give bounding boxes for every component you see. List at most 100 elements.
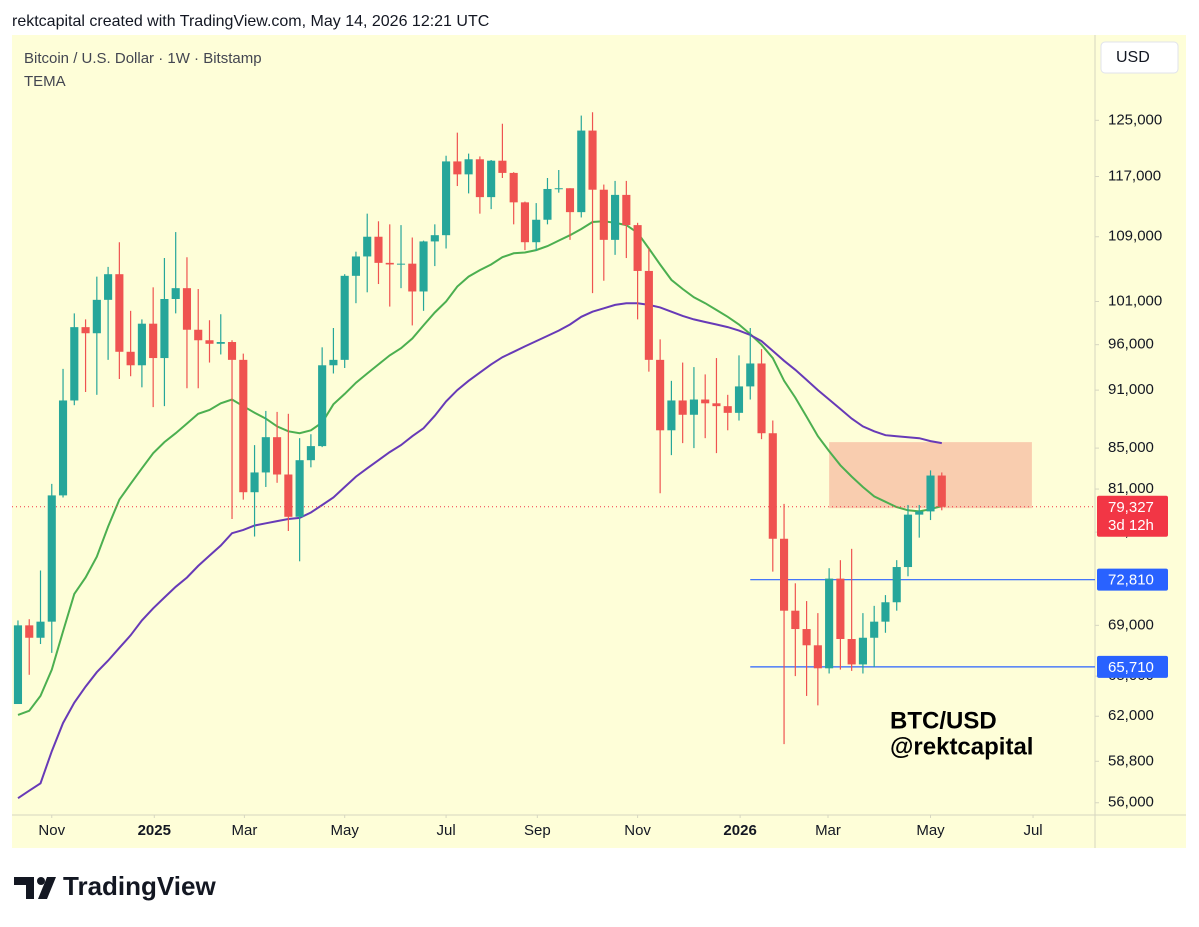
candle-body bbox=[408, 263, 417, 292]
y-tick-label: 81,000 bbox=[1108, 480, 1154, 497]
candle-body bbox=[926, 475, 935, 512]
candle-body bbox=[565, 188, 575, 213]
candle-body bbox=[115, 274, 124, 352]
candle-body bbox=[892, 567, 901, 603]
y-tick-label: 117,000 bbox=[1108, 168, 1161, 185]
candle-body bbox=[689, 399, 698, 415]
brand: TradingView bbox=[63, 871, 216, 901]
indicator-name: TEMA bbox=[24, 73, 66, 90]
y-tick-label: 91,000 bbox=[1108, 381, 1154, 398]
currency[interactable]: USD bbox=[1116, 49, 1150, 66]
candle-body bbox=[532, 219, 541, 243]
x-tick-label: Mar bbox=[815, 822, 841, 839]
candle-body bbox=[464, 159, 473, 175]
axes: 56,00058,80062,00065,00069,00077,00081,0… bbox=[38, 111, 1168, 839]
candle-body bbox=[227, 342, 237, 360]
tema-line bbox=[17, 302, 942, 800]
y-tick-label: 85,000 bbox=[1108, 439, 1154, 456]
candle-body bbox=[295, 460, 304, 517]
candle-body bbox=[487, 160, 496, 198]
x-tick-label: Jul bbox=[1023, 822, 1042, 839]
x-tick-label: May bbox=[916, 822, 945, 839]
candle-body bbox=[194, 329, 203, 341]
level-label-box bbox=[1097, 655, 1168, 678]
header: rektcapital created with TradingView.com… bbox=[12, 13, 489, 30]
candle-body bbox=[498, 160, 507, 173]
candle-body bbox=[47, 495, 56, 622]
y-tick-label: 62,000 bbox=[1108, 707, 1154, 724]
candle-body bbox=[104, 274, 113, 300]
candle-body bbox=[126, 351, 135, 366]
x-tick-label: Nov bbox=[624, 822, 651, 839]
x-tick-label: Jul bbox=[436, 822, 455, 839]
y-tick-label: 101,000 bbox=[1108, 292, 1162, 309]
candle-body bbox=[633, 225, 642, 271]
candle-body bbox=[543, 188, 552, 220]
candle-body bbox=[329, 359, 338, 366]
candle-body bbox=[160, 298, 169, 359]
currency-box[interactable] bbox=[1100, 41, 1179, 74]
candle-body bbox=[723, 406, 732, 413]
candle-body bbox=[442, 161, 451, 236]
candle-body bbox=[791, 610, 800, 630]
candle-body bbox=[92, 299, 101, 334]
candle-body bbox=[250, 472, 259, 493]
y-tick-label: 58,800 bbox=[1108, 752, 1154, 769]
candle-body bbox=[802, 629, 811, 646]
annotation: @rektcapital bbox=[890, 733, 1033, 760]
candle-body bbox=[757, 363, 766, 434]
y-tick-label: 69,000 bbox=[1108, 616, 1154, 633]
y-tick-label: 109,000 bbox=[1108, 228, 1162, 245]
candle-body bbox=[363, 236, 372, 257]
candle-body bbox=[599, 189, 608, 240]
candle-body bbox=[216, 342, 225, 344]
candle-body bbox=[453, 161, 462, 175]
candle-body bbox=[554, 188, 563, 190]
candle-body bbox=[915, 511, 924, 515]
candle-body bbox=[588, 130, 597, 190]
x-tick-label: May bbox=[331, 822, 360, 839]
candle-body bbox=[419, 241, 428, 292]
countdown: 3d 12h bbox=[1108, 517, 1154, 534]
y-tick-label: 125,000 bbox=[1108, 111, 1162, 128]
candle-body bbox=[813, 645, 822, 669]
x-tick-label: Nov bbox=[38, 822, 65, 839]
candle-body bbox=[656, 359, 665, 431]
candle-body bbox=[622, 194, 631, 226]
x-tick-label: Sep bbox=[524, 822, 551, 839]
candle-body bbox=[509, 172, 518, 203]
candle-body bbox=[430, 235, 439, 242]
candle-body bbox=[768, 433, 777, 539]
candle-body bbox=[870, 621, 879, 638]
y-tick-label: 56,000 bbox=[1108, 794, 1154, 811]
candle-body bbox=[712, 403, 721, 407]
candle-body bbox=[70, 327, 79, 401]
candle-body bbox=[396, 263, 406, 265]
candle-body bbox=[306, 446, 315, 461]
candle-body bbox=[171, 288, 180, 299]
last-price-box bbox=[1097, 495, 1168, 537]
chart-background bbox=[12, 35, 1186, 848]
candle-body bbox=[836, 578, 845, 640]
candle-body bbox=[667, 400, 676, 431]
brand-logo bbox=[14, 877, 56, 899]
candle-body bbox=[858, 637, 867, 665]
level-label: 65,710 bbox=[1108, 659, 1154, 676]
x-tick-label: 2026 bbox=[723, 822, 756, 839]
candle-body bbox=[205, 340, 214, 344]
candle-body bbox=[577, 130, 586, 213]
candle-body bbox=[13, 625, 23, 705]
x-tick-label: 2025 bbox=[138, 822, 171, 839]
candle-body bbox=[340, 275, 349, 360]
tema-line bbox=[17, 220, 943, 716]
annotation: BTC/USD bbox=[890, 707, 997, 734]
level-label: 72,810 bbox=[1108, 572, 1154, 589]
candle-body bbox=[273, 437, 282, 475]
candle-body bbox=[780, 538, 789, 611]
candle-body bbox=[611, 194, 620, 240]
candle-body bbox=[937, 475, 946, 507]
candle-body bbox=[58, 400, 68, 496]
candle-body bbox=[881, 602, 890, 622]
